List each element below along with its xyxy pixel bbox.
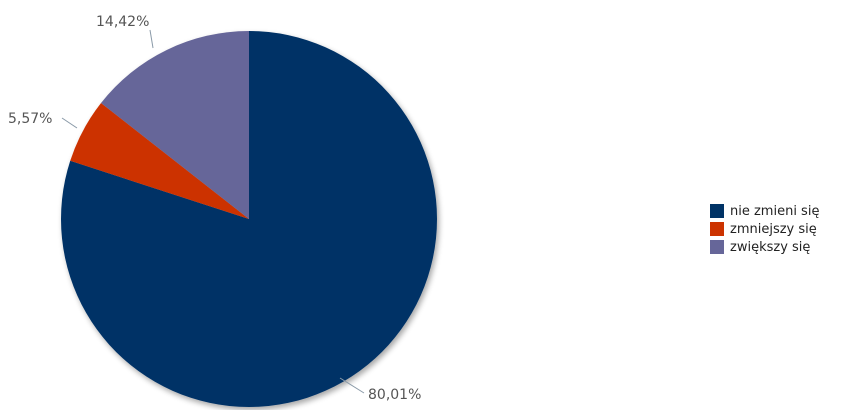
legend-label: nie zmieni się xyxy=(730,203,820,219)
pie-labels: 80,01% 5,57% 14,42% xyxy=(8,14,421,403)
legend-swatch xyxy=(710,240,724,254)
pie-slice xyxy=(60,31,437,408)
label-leader-line xyxy=(61,117,78,129)
label-leader-line xyxy=(149,29,154,49)
legend-swatch xyxy=(710,222,724,236)
slice-value-label: 14,42% xyxy=(96,14,149,30)
legend-item: zmniejszy się xyxy=(710,220,859,238)
legend-label: zmniejszy się xyxy=(730,221,817,237)
slice-value-label: 80,01% xyxy=(368,387,421,403)
label-leader-line xyxy=(339,377,365,394)
legend: nie zmieni się zmniejszy się zwiększy się xyxy=(710,202,859,256)
legend-label: zwiększy się xyxy=(730,239,811,255)
pie-slice xyxy=(70,103,249,219)
slice-value-label: 5,57% xyxy=(8,111,52,127)
pie-slice xyxy=(101,31,249,219)
legend-item: zwiększy się xyxy=(710,238,859,256)
legend-swatch xyxy=(710,204,724,218)
legend-item: nie zmieni się xyxy=(710,202,859,220)
pie-slices xyxy=(60,31,437,408)
